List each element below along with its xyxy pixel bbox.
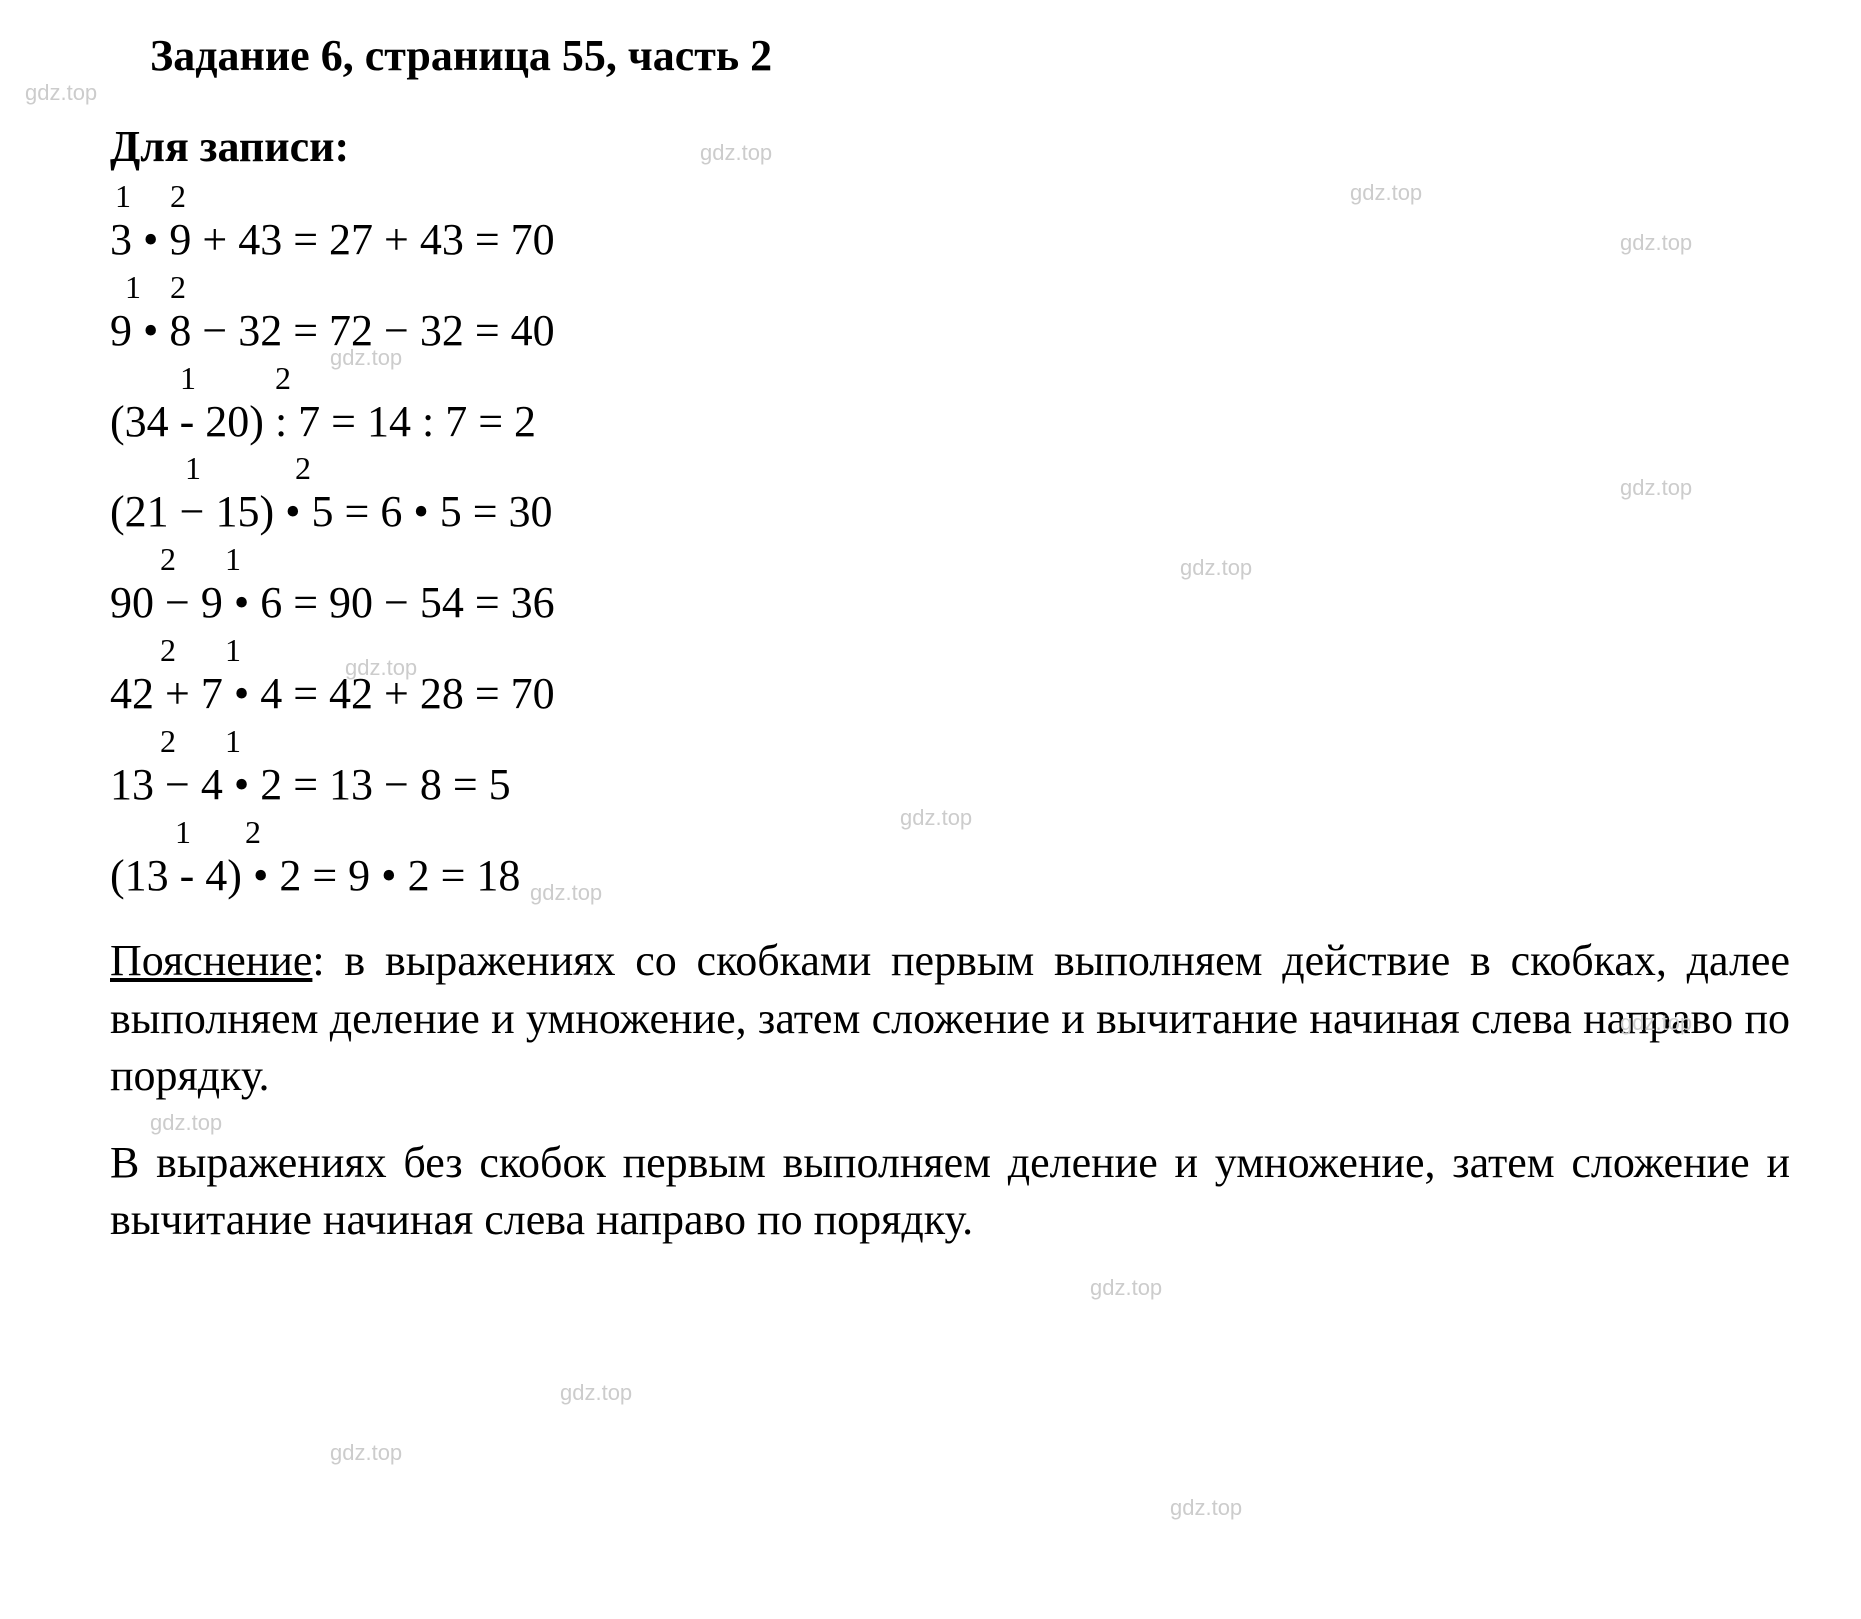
expression-block: 123 • 9 + 43 = 27 + 43 = 70 — [110, 180, 1801, 267]
step-order-row: 12 — [110, 452, 1801, 486]
expression-text: (34 - 20) : 7 = 14 : 7 = 2 — [110, 396, 1801, 449]
watermark-text: gdz.top — [1170, 1495, 1242, 1521]
step-number: 2 — [155, 725, 181, 757]
step-number: 2 — [165, 271, 191, 303]
watermark-text: gdz.top — [150, 1110, 222, 1136]
step-order-row: 21 — [110, 725, 1801, 759]
watermark-text: gdz.top — [25, 80, 97, 106]
explanation-para-2: В выражениях без скобок первым выполняем… — [110, 1134, 1790, 1248]
step-number: 1 — [110, 180, 136, 212]
watermark-text: gdz.top — [560, 1380, 632, 1406]
expression-block: 2113 − 4 • 2 = 13 − 8 = 5 — [110, 725, 1801, 812]
explanation-para-1: Пояснение: в выражениях со скобками перв… — [110, 932, 1790, 1104]
step-number: 1 — [220, 634, 246, 666]
step-order-row: 12 — [110, 271, 1801, 305]
step-number: 2 — [155, 634, 181, 666]
step-number: 2 — [290, 452, 316, 484]
expression-text: (21 − 15) • 5 = 6 • 5 = 30 — [110, 486, 1801, 539]
expression-block: 129 • 8 − 32 = 72 − 32 = 40 — [110, 271, 1801, 358]
expression-block: 12(13 - 4) • 2 = 9 • 2 = 18 — [110, 816, 1801, 903]
watermark-text: gdz.top — [1090, 1275, 1162, 1301]
step-order-row: 12 — [110, 816, 1801, 850]
step-number: 2 — [240, 816, 266, 848]
expression-text: 3 • 9 + 43 = 27 + 43 = 70 — [110, 214, 1801, 267]
expression-block: 12(34 - 20) : 7 = 14 : 7 = 2 — [110, 362, 1801, 449]
step-order-row: 21 — [110, 634, 1801, 668]
step-order-row: 12 — [110, 362, 1801, 396]
expressions-list: 123 • 9 + 43 = 27 + 43 = 70129 • 8 − 32 … — [110, 180, 1801, 902]
expression-text: 42 + 7 • 4 = 42 + 28 = 70 — [110, 668, 1801, 721]
explanation-text-1: : в выражениях со скобками первым выполн… — [110, 936, 1790, 1099]
explanation-label: Пояснение — [110, 936, 312, 985]
watermark-text: gdz.top — [330, 1440, 402, 1466]
expression-text: 90 − 9 • 6 = 90 − 54 = 36 — [110, 577, 1801, 630]
expression-block: 2190 − 9 • 6 = 90 − 54 = 36 — [110, 543, 1801, 630]
step-number: 2 — [165, 180, 191, 212]
step-number: 1 — [175, 362, 201, 394]
subheading: Для записи: — [110, 121, 1801, 172]
step-number: 1 — [220, 543, 246, 575]
step-number: 1 — [170, 816, 196, 848]
expression-text: (13 - 4) • 2 = 9 • 2 = 18 — [110, 850, 1801, 903]
step-order-row: 21 — [110, 543, 1801, 577]
expression-block: 2142 + 7 • 4 = 42 + 28 = 70 — [110, 634, 1801, 721]
step-order-row: 12 — [110, 180, 1801, 214]
step-number: 1 — [220, 725, 246, 757]
step-number: 2 — [270, 362, 296, 394]
expression-text: 9 • 8 − 32 = 72 − 32 = 40 — [110, 305, 1801, 358]
step-number: 1 — [120, 271, 146, 303]
step-number: 2 — [155, 543, 181, 575]
expression-text: 13 − 4 • 2 = 13 − 8 = 5 — [110, 759, 1801, 812]
page-title: Задание 6, страница 55, часть 2 — [150, 30, 1801, 81]
expression-block: 12(21 − 15) • 5 = 6 • 5 = 30 — [110, 452, 1801, 539]
step-number: 1 — [180, 452, 206, 484]
